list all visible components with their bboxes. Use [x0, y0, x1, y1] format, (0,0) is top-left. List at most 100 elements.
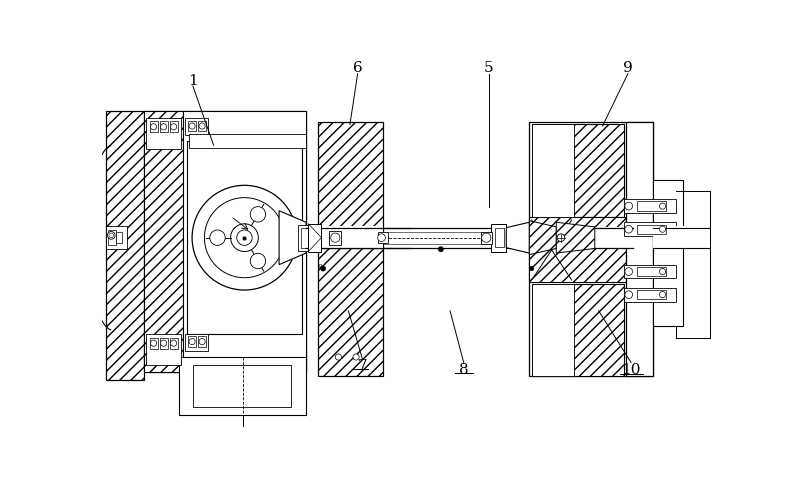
Bar — [637, 225, 666, 234]
Text: 10: 10 — [622, 362, 641, 376]
Bar — [624, 288, 677, 302]
Bar — [106, 227, 127, 250]
Text: P: P — [318, 264, 322, 268]
Bar — [624, 200, 677, 214]
Circle shape — [353, 354, 359, 360]
Text: 5: 5 — [484, 61, 494, 75]
Circle shape — [530, 266, 534, 271]
Circle shape — [625, 203, 633, 211]
Circle shape — [189, 339, 195, 345]
Bar — [301, 228, 308, 248]
Bar — [494, 229, 504, 247]
Bar — [150, 338, 158, 349]
Circle shape — [189, 124, 195, 130]
Circle shape — [659, 227, 666, 233]
Bar — [146, 119, 182, 150]
Circle shape — [659, 292, 666, 298]
Circle shape — [557, 234, 565, 242]
Bar — [624, 265, 677, 279]
Text: 6: 6 — [353, 61, 362, 75]
Bar — [144, 111, 306, 372]
Circle shape — [625, 226, 633, 234]
Polygon shape — [279, 211, 306, 265]
Bar — [170, 122, 178, 133]
Bar — [530, 217, 626, 283]
Bar — [185, 119, 208, 136]
Bar — [198, 121, 206, 132]
Circle shape — [237, 230, 252, 246]
Bar — [530, 228, 630, 249]
Circle shape — [109, 234, 114, 238]
Bar — [637, 202, 666, 211]
Circle shape — [199, 124, 205, 130]
Circle shape — [625, 291, 633, 299]
Circle shape — [161, 124, 166, 131]
Circle shape — [250, 254, 266, 269]
Bar — [637, 267, 666, 276]
Circle shape — [150, 124, 157, 131]
Circle shape — [250, 207, 266, 223]
Bar — [198, 336, 206, 348]
Bar — [653, 180, 683, 326]
Bar — [150, 122, 158, 133]
Bar — [532, 284, 624, 376]
Circle shape — [659, 204, 666, 210]
Circle shape — [192, 186, 297, 290]
Bar — [179, 357, 306, 415]
Text: 1: 1 — [188, 73, 198, 88]
Bar — [160, 338, 168, 349]
Polygon shape — [556, 223, 594, 253]
Circle shape — [625, 268, 633, 276]
Bar — [188, 121, 196, 132]
Bar — [637, 290, 666, 300]
Circle shape — [210, 230, 226, 246]
Bar — [170, 338, 178, 349]
Bar — [624, 223, 677, 237]
Bar — [188, 336, 196, 348]
Bar — [144, 111, 183, 372]
Circle shape — [170, 124, 177, 131]
Bar — [146, 334, 182, 365]
Bar — [189, 134, 306, 148]
Polygon shape — [506, 223, 530, 253]
Circle shape — [230, 224, 258, 252]
Circle shape — [330, 234, 340, 243]
Circle shape — [161, 340, 166, 347]
Bar — [193, 365, 291, 407]
Circle shape — [378, 234, 386, 242]
Bar — [653, 227, 710, 250]
Bar — [183, 111, 306, 372]
Text: 9: 9 — [623, 61, 633, 75]
Bar — [491, 224, 506, 252]
Bar — [116, 233, 122, 243]
Bar — [532, 125, 624, 217]
Circle shape — [438, 247, 443, 252]
Circle shape — [335, 354, 342, 360]
Bar — [185, 334, 208, 351]
Text: 7: 7 — [358, 358, 367, 372]
Circle shape — [150, 340, 157, 347]
Bar — [676, 192, 710, 338]
Bar — [108, 230, 116, 246]
Polygon shape — [530, 221, 556, 255]
Circle shape — [482, 234, 491, 243]
Bar — [160, 122, 168, 133]
Bar — [106, 111, 144, 380]
Bar — [186, 142, 302, 334]
Text: 8: 8 — [459, 362, 469, 376]
Bar — [378, 233, 389, 243]
Bar — [318, 123, 383, 376]
Bar — [308, 224, 322, 252]
Circle shape — [199, 339, 205, 345]
Bar — [532, 284, 574, 376]
Circle shape — [107, 232, 115, 240]
Circle shape — [170, 340, 177, 347]
Circle shape — [205, 198, 285, 278]
Bar — [530, 123, 653, 376]
Bar — [532, 125, 574, 217]
Circle shape — [320, 266, 326, 272]
Bar — [318, 227, 383, 250]
Bar — [626, 123, 653, 376]
Bar — [329, 231, 342, 245]
Bar — [298, 225, 310, 251]
